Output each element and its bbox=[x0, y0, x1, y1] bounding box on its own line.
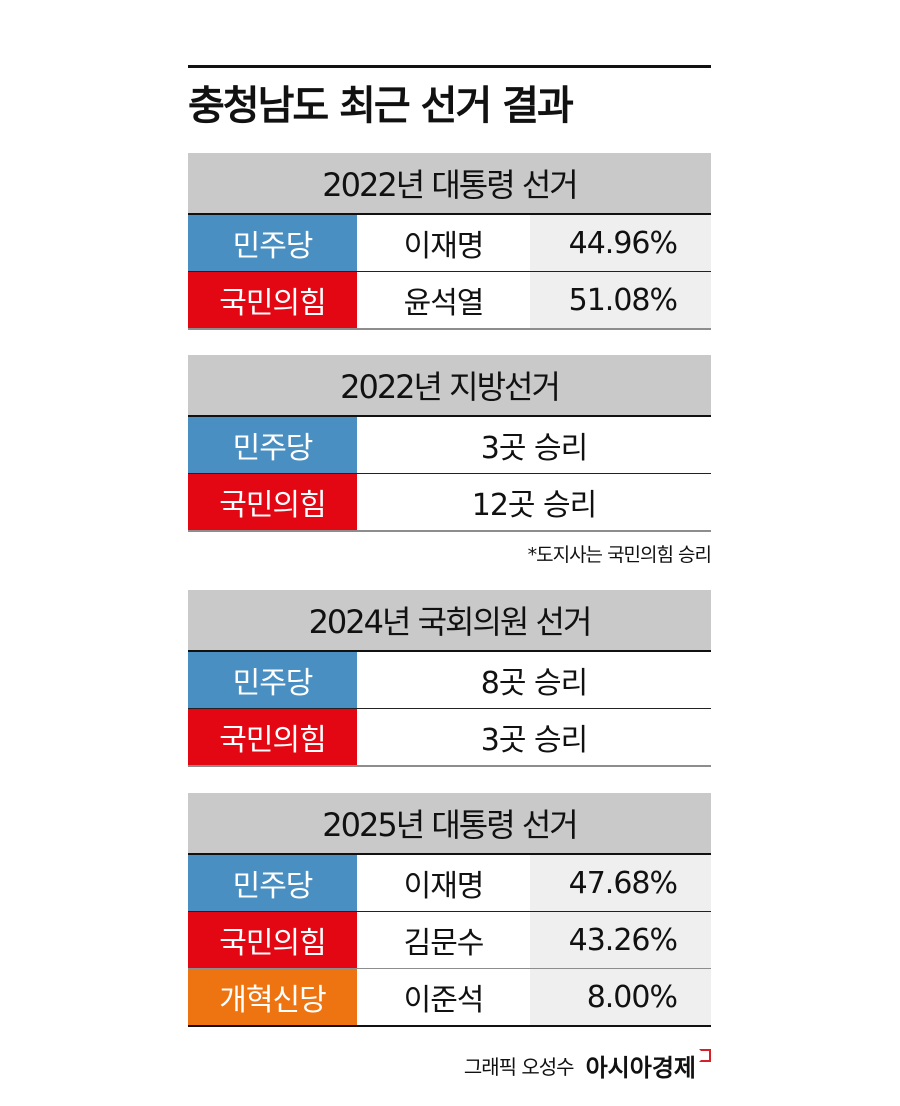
table-row: 국민의힘 12곳 승리 bbox=[188, 474, 711, 532]
publisher-logo: 아시아경제 bbox=[585, 1054, 696, 1082]
graphic-title: 충청남도 최근 선거 결과 bbox=[188, 83, 574, 129]
vote-share: 44.96% bbox=[530, 215, 711, 271]
party-label-people-power: 국민의힘 bbox=[188, 272, 357, 328]
section-2022-presidential: 2022년 대통령 선거 민주당 이재명 44.96% 국민의힘 윤석열 51.… bbox=[188, 153, 711, 330]
vote-share: 8.00% bbox=[530, 969, 711, 1025]
seats-won: 3곳 승리 bbox=[357, 709, 711, 765]
vote-share: 43.26% bbox=[530, 912, 711, 968]
table-row: 개혁신당 이준석 8.00% bbox=[188, 969, 711, 1027]
footnote: *도지사는 국민의힘 승리 bbox=[527, 544, 712, 566]
party-label-democratic: 민주당 bbox=[188, 652, 357, 708]
section-heading: 2022년 대통령 선거 bbox=[188, 153, 711, 215]
section-heading: 2022년 지방선거 bbox=[188, 355, 711, 417]
party-label-people-power: 국민의힘 bbox=[188, 474, 357, 530]
table-row: 국민의힘 윤석열 51.08% bbox=[188, 272, 711, 330]
table-row: 민주당 이재명 44.96% bbox=[188, 215, 711, 272]
table-row: 민주당 8곳 승리 bbox=[188, 652, 711, 709]
party-label-democratic: 민주당 bbox=[188, 215, 357, 271]
party-label-democratic: 민주당 bbox=[188, 417, 357, 473]
table-row: 국민의힘 3곳 승리 bbox=[188, 709, 711, 767]
section-2024-national-assembly: 2024년 국회의원 선거 민주당 8곳 승리 국민의힘 3곳 승리 bbox=[188, 590, 711, 767]
candidate-name: 김문수 bbox=[357, 912, 530, 968]
vote-share: 51.08% bbox=[530, 272, 711, 328]
top-rule bbox=[188, 65, 711, 68]
seats-won: 12곳 승리 bbox=[357, 474, 711, 530]
party-label-reform: 개혁신당 bbox=[188, 969, 357, 1025]
vote-share: 47.68% bbox=[530, 855, 711, 911]
party-label-people-power: 국민의힘 bbox=[188, 912, 357, 968]
table-row: 민주당 3곳 승리 bbox=[188, 417, 711, 474]
credit-line: 그래픽 오성수 아시아경제 bbox=[464, 1048, 711, 1083]
table-row: 민주당 이재명 47.68% bbox=[188, 855, 711, 912]
section-heading: 2025년 대통령 선거 bbox=[188, 793, 711, 855]
publisher-mark-icon bbox=[699, 1049, 711, 1062]
section-2022-local: 2022년 지방선거 민주당 3곳 승리 국민의힘 12곳 승리 *도지사는 국… bbox=[188, 355, 712, 567]
party-label-people-power: 국민의힘 bbox=[188, 709, 357, 765]
candidate-name: 이재명 bbox=[357, 855, 530, 911]
candidate-name: 이재명 bbox=[357, 215, 530, 271]
party-label-democratic: 민주당 bbox=[188, 855, 357, 911]
section-2025-presidential: 2025년 대통령 선거 민주당 이재명 47.68% 국민의힘 김문수 43.… bbox=[188, 793, 711, 1027]
candidate-name: 이준석 bbox=[357, 969, 530, 1025]
table-row: 국민의힘 김문수 43.26% bbox=[188, 912, 711, 969]
seats-won: 3곳 승리 bbox=[357, 417, 711, 473]
section-heading: 2024년 국회의원 선거 bbox=[188, 590, 711, 652]
candidate-name: 윤석열 bbox=[357, 272, 530, 328]
graphic-byline: 그래픽 오성수 bbox=[463, 1055, 575, 1079]
seats-won: 8곳 승리 bbox=[357, 652, 711, 708]
